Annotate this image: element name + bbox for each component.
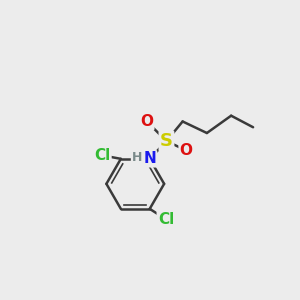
- Text: O: O: [140, 114, 153, 129]
- Text: N: N: [143, 151, 156, 166]
- Text: Cl: Cl: [158, 212, 174, 227]
- Text: Cl: Cl: [94, 148, 110, 163]
- Text: O: O: [180, 143, 193, 158]
- Text: H: H: [132, 151, 142, 164]
- Text: S: S: [160, 132, 173, 150]
